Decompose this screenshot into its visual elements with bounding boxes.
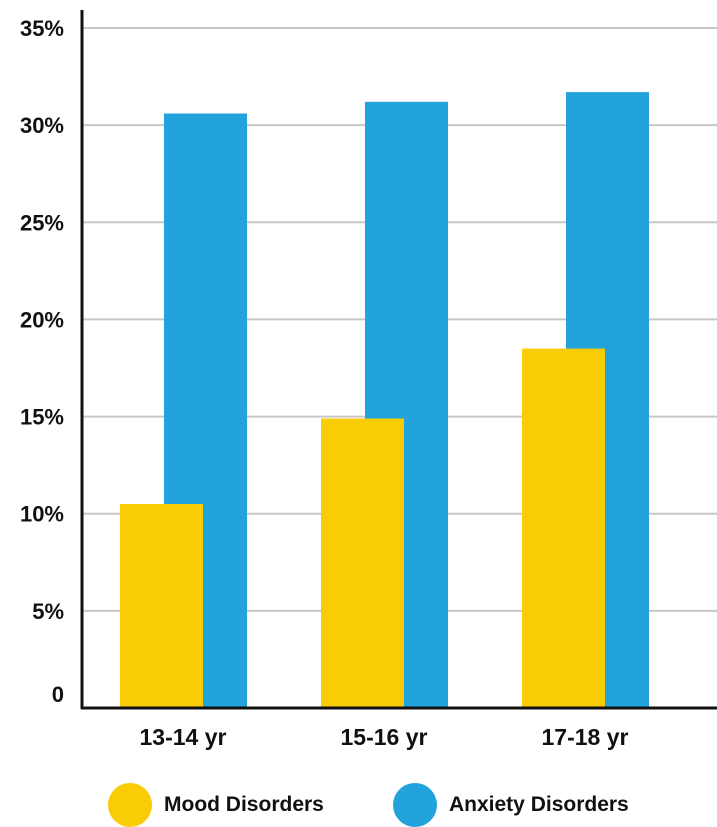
- legend-swatch-anxiety: [393, 783, 437, 827]
- y-tick-label: 5%: [32, 599, 64, 624]
- legend-swatch-mood: [108, 783, 152, 827]
- x-tick-labels: 13-14 yr 15-16 yr 17-18 yr: [140, 724, 629, 750]
- x-tick-label: 17-18 yr: [542, 724, 629, 750]
- legend-item-mood: Mood Disorders: [108, 783, 324, 827]
- bar-chart: 0 5% 10% 15% 20% 25% 30% 35% 13-14 yr 15-16 yr 17…: [20, 10, 717, 750]
- y-tick-label: 35%: [20, 16, 64, 41]
- bar-mood: [522, 348, 605, 708]
- bar-mood: [321, 418, 404, 708]
- bar-mood: [120, 504, 203, 708]
- legend: Mood Disorders Anxiety Disorders: [0, 783, 717, 827]
- y-tick-label: 0: [52, 682, 64, 707]
- y-tick-label: 15%: [20, 405, 64, 430]
- y-tick-label: 30%: [20, 113, 64, 138]
- x-tick-label: 15-16 yr: [341, 724, 428, 750]
- legend-item-anxiety: Anxiety Disorders: [393, 783, 629, 827]
- legend-label-anxiety: Anxiety Disorders: [449, 793, 629, 816]
- legend-label-mood: Mood Disorders: [164, 793, 324, 816]
- y-tick-label: 25%: [20, 210, 64, 235]
- y-tick-labels: 0 5% 10% 15% 20% 25% 30% 35%: [20, 16, 64, 707]
- y-tick-label: 20%: [20, 307, 64, 332]
- y-tick-label: 10%: [20, 502, 64, 527]
- bars: [120, 92, 649, 709]
- x-tick-label: 13-14 yr: [140, 724, 227, 750]
